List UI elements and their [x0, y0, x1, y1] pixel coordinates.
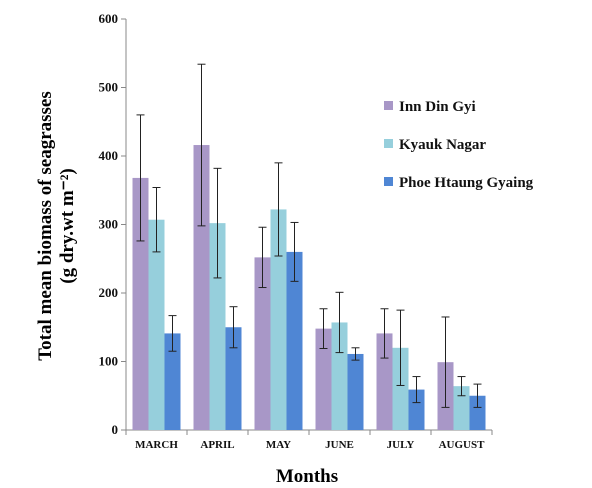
axes: 0 100 200 300 400 500 600 MARCH APRIL MAY JUNE JULY… [99, 11, 493, 451]
bar [254, 257, 271, 430]
legend-label: Phoe Htaung Gyaing [399, 175, 534, 191]
y-axis-title-line2: (g dry.wt m⁻²) [57, 168, 78, 283]
bar [148, 219, 165, 430]
bar [315, 328, 332, 430]
legend-swatch [384, 177, 393, 186]
y-tick-label: 400 [99, 148, 119, 163]
bar [392, 347, 409, 430]
y-axis-title-line1: Total mean biomass of seagrasses [35, 91, 56, 361]
bar [376, 333, 393, 430]
x-tick-label: MAY [266, 439, 291, 451]
x-tick-label: JULY [387, 439, 415, 451]
bar [270, 209, 287, 430]
bars [132, 145, 486, 431]
bar [469, 395, 486, 430]
x-tick-label: MARCH [135, 439, 178, 451]
y-tick-label: 500 [99, 80, 119, 95]
y-tick-label: 600 [99, 11, 119, 26]
x-axis-title: Months [276, 466, 338, 487]
legend: Inn Din Gyi Kyauk Nagar Phoe Htaung Gyaing [384, 99, 534, 191]
legend-swatch [384, 101, 393, 110]
bar [331, 322, 348, 430]
x-tick-label: APRIL [200, 439, 234, 451]
bar [347, 353, 364, 430]
y-tick-label: 0 [112, 422, 119, 437]
error-bars [136, 63, 482, 408]
bar [164, 333, 181, 430]
x-tick-label: JUNE [325, 439, 354, 451]
bar [408, 389, 425, 430]
legend-label: Kyauk Nagar [399, 137, 486, 153]
bar [209, 223, 226, 430]
bar [286, 251, 303, 430]
bar [193, 145, 210, 431]
legend-swatch [384, 139, 393, 148]
y-tick-label: 100 [99, 354, 119, 369]
y-tick-label: 200 [99, 285, 119, 300]
bar [225, 327, 242, 430]
legend-label: Inn Din Gyi [399, 99, 476, 115]
x-tick-label: AUGUST [439, 439, 486, 451]
labels: Months Total mean biomass of seagrasses … [35, 91, 338, 487]
y-tick-label: 300 [99, 217, 119, 232]
bar [453, 386, 470, 430]
